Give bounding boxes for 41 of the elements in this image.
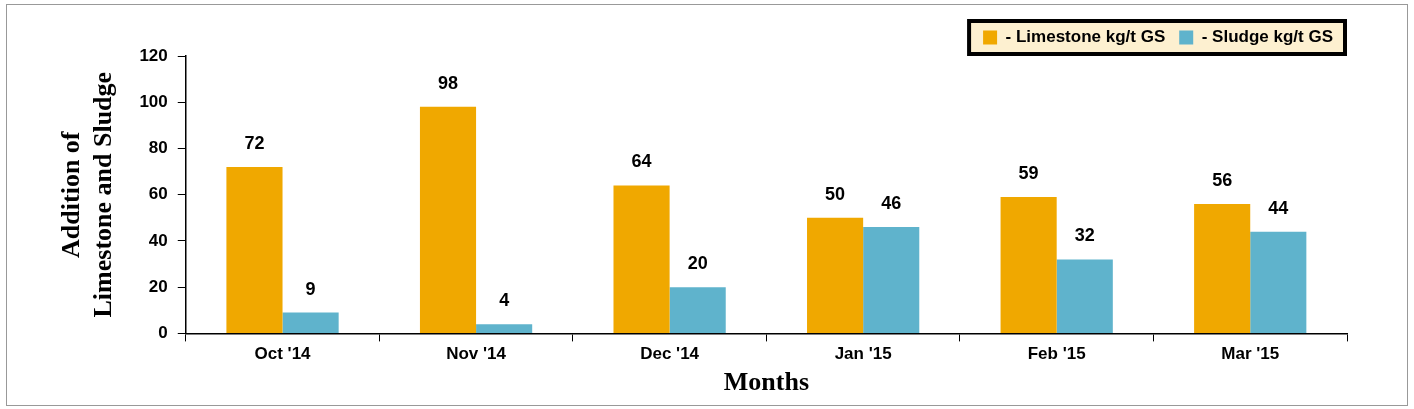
- x-tick-label: Mar '15: [1221, 344, 1280, 364]
- data-label: 64: [631, 151, 652, 172]
- data-label: 46: [881, 193, 902, 214]
- bar: [863, 227, 920, 333]
- bar: [1250, 231, 1307, 333]
- bar: [282, 312, 339, 333]
- x-axis-title: Months: [723, 367, 810, 397]
- bar: [1194, 203, 1251, 333]
- y-axis-title: Addition of Limestone and Sludge: [56, 71, 117, 318]
- bar: [226, 166, 283, 333]
- bar: [613, 185, 670, 333]
- x-tick-label: Feb '15: [1027, 344, 1086, 364]
- x-tick-label: Oct '14: [254, 344, 312, 364]
- data-label: 4: [499, 290, 510, 311]
- data-label: 32: [1074, 225, 1095, 246]
- bar: [669, 287, 726, 333]
- x-tick-label: Nov '14: [446, 344, 507, 364]
- data-label: 44: [1268, 197, 1289, 218]
- data-label: 56: [1212, 169, 1233, 190]
- bar: [476, 324, 533, 333]
- y-tick-label: 40: [148, 230, 168, 250]
- bar: [1056, 259, 1113, 333]
- y-tick-label: 20: [148, 276, 168, 296]
- bar: [419, 106, 477, 333]
- x-tick-label: Dec '14: [640, 344, 700, 364]
- data-label: 72: [244, 132, 265, 153]
- y-tick-label: 120: [139, 45, 168, 65]
- y-tick-label: 60: [148, 184, 168, 204]
- legend-label: - Sludge kg/t GS: [1201, 27, 1334, 47]
- data-label: 20: [687, 253, 708, 274]
- data-label: 98: [437, 72, 459, 93]
- data-label: 59: [1018, 162, 1039, 183]
- data-label: 9: [305, 278, 316, 299]
- bar: [807, 217, 864, 333]
- y-tick-label: 100: [139, 91, 168, 111]
- y-tick-label: 0: [158, 323, 168, 343]
- data-label: 50: [825, 183, 846, 204]
- bar: [1000, 197, 1057, 333]
- legend-label: - Limestone kg/t GS: [1005, 27, 1166, 47]
- x-tick-label: Jan '15: [834, 344, 892, 364]
- y-tick-label: 80: [148, 138, 168, 158]
